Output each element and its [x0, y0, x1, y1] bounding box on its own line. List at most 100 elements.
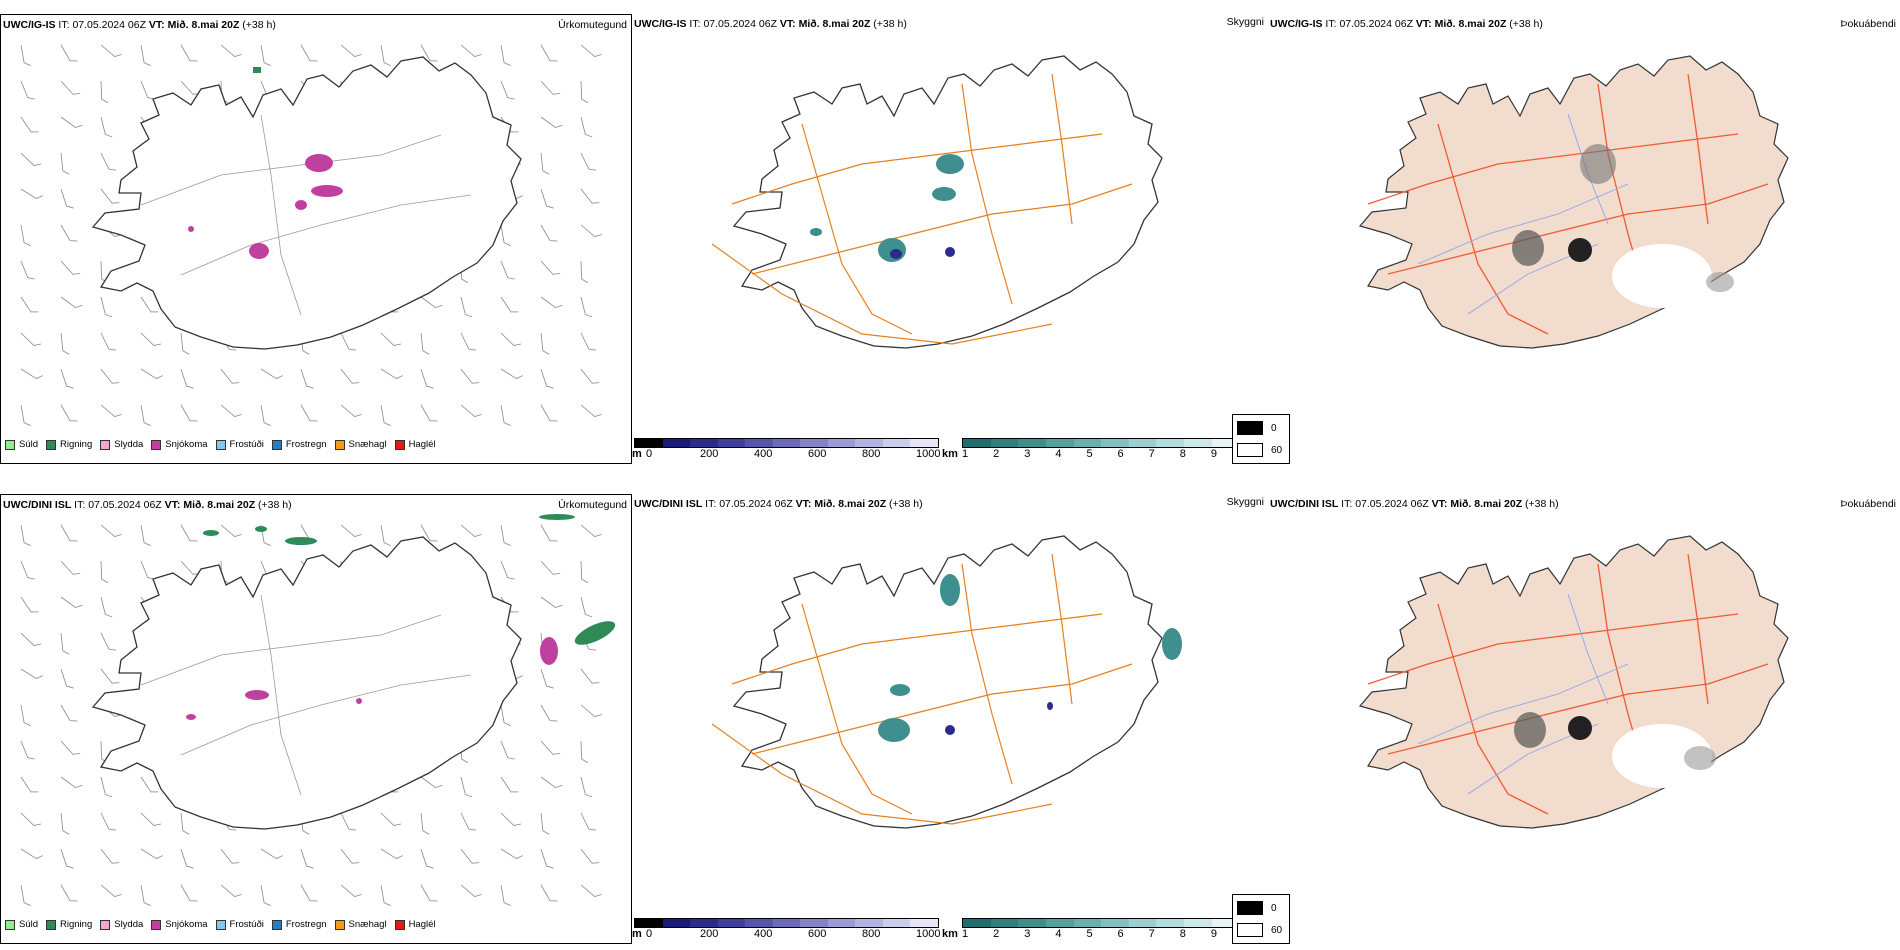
wind-barb: [60, 368, 74, 389]
wind-barb: [500, 260, 515, 280]
wind-barb: [580, 848, 600, 864]
wind-barb: [460, 368, 480, 384]
precip-panel-row1: UWC/IG-IS IT: 07.05.2024 06Z VT: Mið. 8.…: [0, 14, 632, 464]
precip-legend-label: Frostúði: [229, 919, 264, 930]
colorbar-segment: [1101, 919, 1129, 927]
precip-legend-label: Slydda: [114, 919, 144, 930]
visibility-colorbar: [962, 918, 1268, 928]
wind-barb: [60, 740, 81, 755]
colorbar-tick-label: 2: [993, 928, 1000, 940]
wind-barb: [100, 404, 122, 418]
it-value: 07.05.2024 06Z: [719, 498, 793, 510]
wind-barb: [20, 524, 31, 546]
colorbar-segment: [1045, 919, 1074, 927]
wind-barb: [140, 332, 162, 346]
wind-barb: [20, 260, 35, 280]
elevation-colorbar: [634, 918, 939, 928]
colorbar-segment: [1156, 919, 1185, 927]
wind-barb: [20, 404, 31, 426]
colorbar-tick-label: 800: [862, 928, 881, 940]
wind-barb: [20, 224, 31, 246]
wind-barb: [500, 80, 515, 100]
wind-barb: [60, 776, 83, 789]
wind-barb: [220, 884, 242, 898]
wind-barb: [500, 704, 511, 726]
wind-barb: [540, 596, 563, 609]
precip-legend-label: Snæhagl: [348, 439, 387, 450]
wind-barb: [540, 848, 554, 869]
wind-barb: [540, 884, 558, 902]
colorbar-segment: [745, 439, 773, 447]
colorbar-segment: [827, 919, 856, 927]
wind-barb: [60, 44, 78, 62]
wind-barb: [100, 524, 122, 538]
wind-barb: [60, 296, 83, 309]
colorbar-tick-label: 5: [1086, 448, 1093, 460]
fog-panel-row1: UWC/IG-IS IT: 07.05.2024 06Z VT: Mið. 8.…: [1232, 14, 1900, 464]
colorbar-segment: [990, 919, 1019, 927]
fog-legend-swatch-0: [1237, 421, 1263, 435]
wind-barb: [500, 848, 524, 859]
precip-legend-swatch: [5, 439, 15, 450]
colorbar-tick-label: 8: [1179, 448, 1186, 460]
colorbar-segment: [910, 919, 939, 927]
colorbar-segment: [1211, 439, 1240, 447]
precip-legend-swatch: [271, 439, 282, 450]
wind-barb: [60, 524, 78, 542]
wind-barb: [20, 332, 42, 346]
precip-legend-item: Haglél: [394, 439, 436, 450]
wind-barb: [500, 884, 511, 906]
wind-barb: [540, 332, 550, 355]
wind-barb: [340, 44, 362, 58]
elevation-colorbar: [634, 438, 939, 448]
colorbar-segment: [855, 919, 883, 927]
wind-barb: [140, 44, 151, 66]
wind-barb: [580, 596, 593, 618]
fog-panel-row2: UWC/DINI ISL IT: 07.05.2024 06Z VT: Mið.…: [1232, 494, 1900, 944]
colorbar-segment: [662, 439, 691, 447]
wind-barb: [340, 884, 362, 898]
wind-barb: [420, 524, 438, 542]
wind-barb: [140, 560, 155, 580]
wind-barb: [60, 668, 74, 689]
wind-barb: [60, 332, 70, 355]
colorbar-segment: [1073, 439, 1102, 447]
wind-barb: [220, 368, 240, 384]
colorbar-segment: [800, 439, 828, 447]
fog-index-areas: [1514, 712, 1716, 788]
wind-barb: [20, 152, 42, 166]
wind-barb: [20, 116, 39, 133]
colorbar-tick-label: 6: [1117, 448, 1124, 460]
colorbar-tick-label: 5: [1086, 928, 1093, 940]
colorbar-segment: [745, 919, 773, 927]
colorbar-tick-label: 4: [1055, 448, 1062, 460]
wind-barb: [540, 152, 550, 175]
wind-barb: [220, 524, 242, 538]
precip-map-row2: [20, 514, 616, 906]
wind-barb: [100, 368, 120, 384]
wind-barb: [300, 44, 318, 62]
wind-barb: [500, 368, 524, 379]
vt-value: Mið. 8.mai 20Z: [1450, 498, 1523, 510]
precip-legend-swatch: [100, 439, 111, 450]
precip-legend-item: Slydda: [100, 919, 143, 930]
visibility-map-row2: [711, 535, 1182, 829]
fog-legend-swatch-1: [1237, 923, 1263, 937]
fog-legend-value-0: 0: [1271, 422, 1277, 434]
wind-barb: [20, 368, 44, 379]
precip-legend-swatch: [215, 439, 226, 450]
wind-barb: [580, 152, 597, 171]
wind-barb: [380, 524, 391, 546]
precip-legend-item: Frostúði: [215, 919, 264, 930]
wind-barb: [540, 116, 563, 129]
wind-barb: [340, 404, 362, 418]
wind-barb: [100, 776, 113, 798]
vt-value: Mið. 8.mai 20Z: [798, 18, 871, 30]
colorbar-segment: [910, 439, 939, 447]
precip-legend: Súld Rigning Slydda Snjókoma Frostúði Frostre…: [5, 919, 436, 930]
model-name: UWC/IG-IS: [1270, 18, 1323, 30]
wind-barb: [20, 188, 44, 199]
snow-areas: [186, 637, 558, 720]
visibility-map-row1: [711, 55, 1163, 349]
precip-legend-swatch: [215, 919, 226, 930]
